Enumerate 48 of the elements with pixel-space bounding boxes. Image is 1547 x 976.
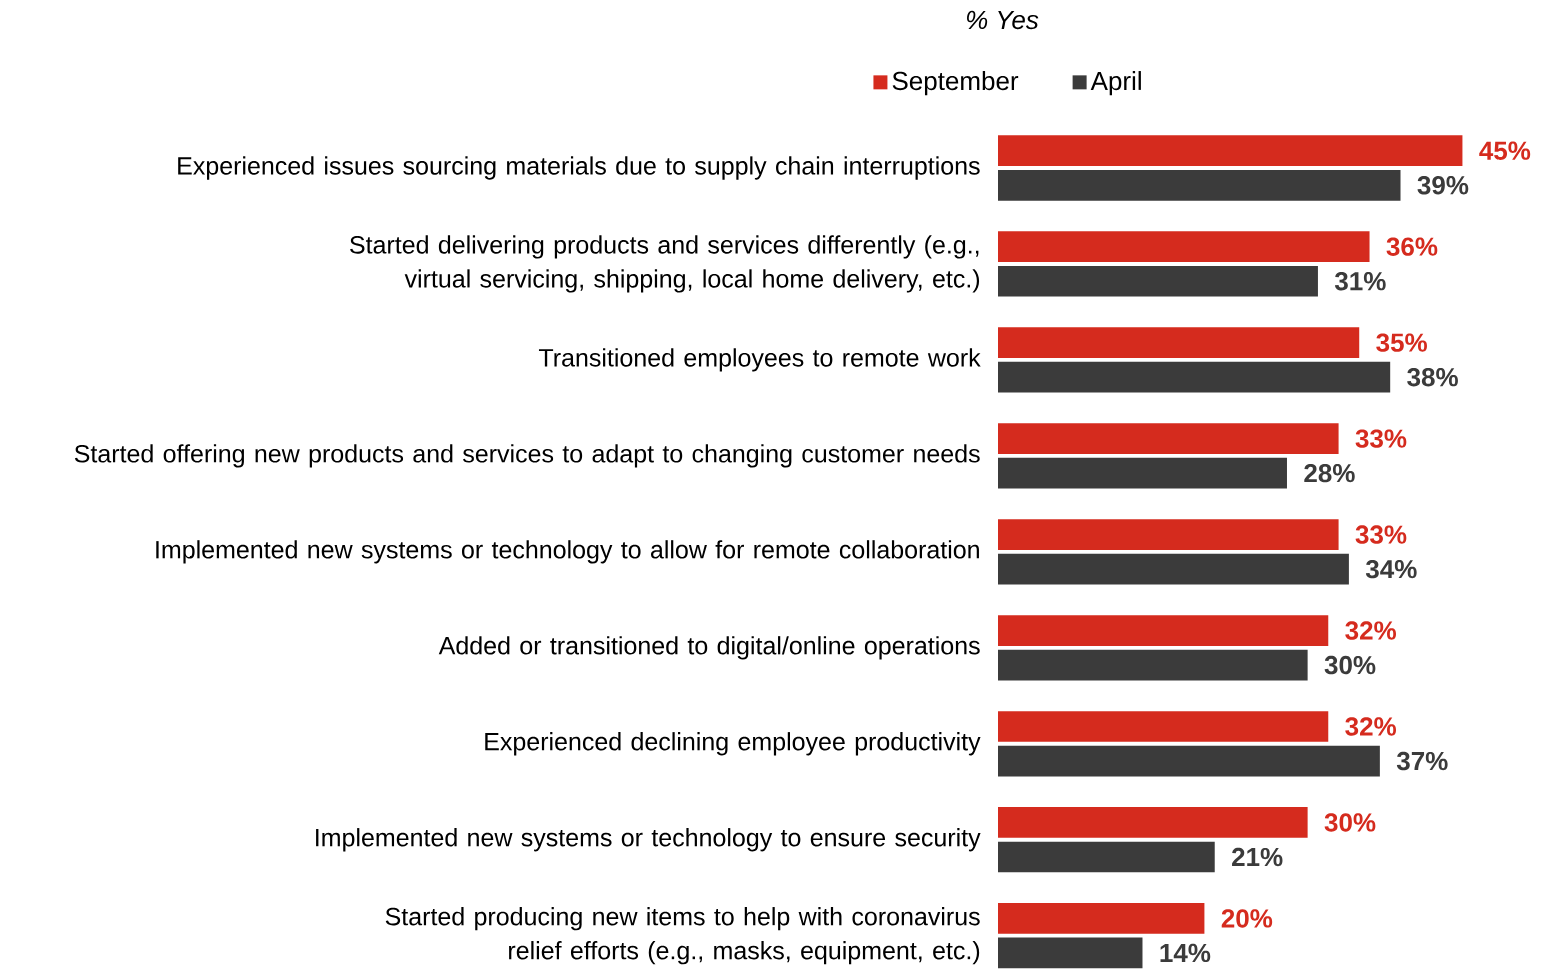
- data-label: 35%: [1376, 333, 1427, 352]
- bar: [998, 903, 1205, 934]
- y-tick-label: Implemented new systems or technology to allow for remote collaboration: [156, 540, 979, 564]
- data-label: 20%: [1221, 909, 1273, 928]
- chart-title: % Yes: [967, 10, 1039, 30]
- bar: [998, 169, 1401, 201]
- y-tick-label: Added or transitioned to digital/online operations: [438, 636, 980, 660]
- data-label: 28%: [1304, 463, 1355, 483]
- bar: [998, 937, 1143, 969]
- y-tick-label: Experienced declining employee productivity: [485, 732, 981, 756]
- data-label: 21%: [1232, 847, 1283, 867]
- data-label: 33%: [1355, 525, 1407, 544]
- bar: [998, 553, 1349, 585]
- y-tick-label: Started producing new items to help with coronavirus relief efforts (e.g., masks, equipment, etc.): [385, 907, 980, 965]
- data-label: 45%: [1479, 141, 1531, 160]
- bar: [998, 649, 1308, 681]
- data-label: 39%: [1417, 176, 1469, 195]
- bar: [998, 457, 1287, 489]
- y-tick-label: Started delivering products and services differently (e.g., virtual servicing, shipping, local home delivery, etc.): [350, 235, 980, 293]
- data-label: 37%: [1396, 751, 1448, 771]
- legend-label: September: [892, 71, 1019, 96]
- bar: [998, 519, 1339, 550]
- bar: [998, 745, 1380, 777]
- data-label: 30%: [1324, 813, 1376, 832]
- bar: [998, 615, 1329, 646]
- y-tick-label: Implemented new systems or technology to ensure security: [316, 828, 981, 852]
- data-label: 36%: [1386, 237, 1438, 256]
- bar: [998, 423, 1339, 454]
- y-tick-label: Experienced issues sourcing materials due to supply chain interruptions: [178, 156, 980, 180]
- data-label: 31%: [1334, 272, 1386, 291]
- data-label: 30%: [1324, 655, 1376, 675]
- y-tick-label: Transitioned employees to remote work: [538, 348, 981, 372]
- bar: [998, 265, 1318, 297]
- data-label: 34%: [1365, 559, 1417, 579]
- data-label: 38%: [1407, 367, 1458, 387]
- y-tick-label: Started offering new products and services to adapt to changing customer needs: [74, 444, 980, 468]
- bar: [998, 807, 1308, 838]
- data-label: 33%: [1355, 429, 1407, 448]
- bar: [998, 711, 1329, 742]
- bar: [998, 327, 1360, 359]
- legend-label: April: [1090, 71, 1141, 96]
- data-label: 14%: [1160, 943, 1211, 963]
- data-label: 32%: [1345, 717, 1396, 736]
- bar: [998, 231, 1370, 263]
- bar: [998, 841, 1215, 873]
- bar: [998, 135, 1463, 167]
- data-label: 32%: [1345, 621, 1396, 640]
- bar: [998, 361, 1391, 393]
